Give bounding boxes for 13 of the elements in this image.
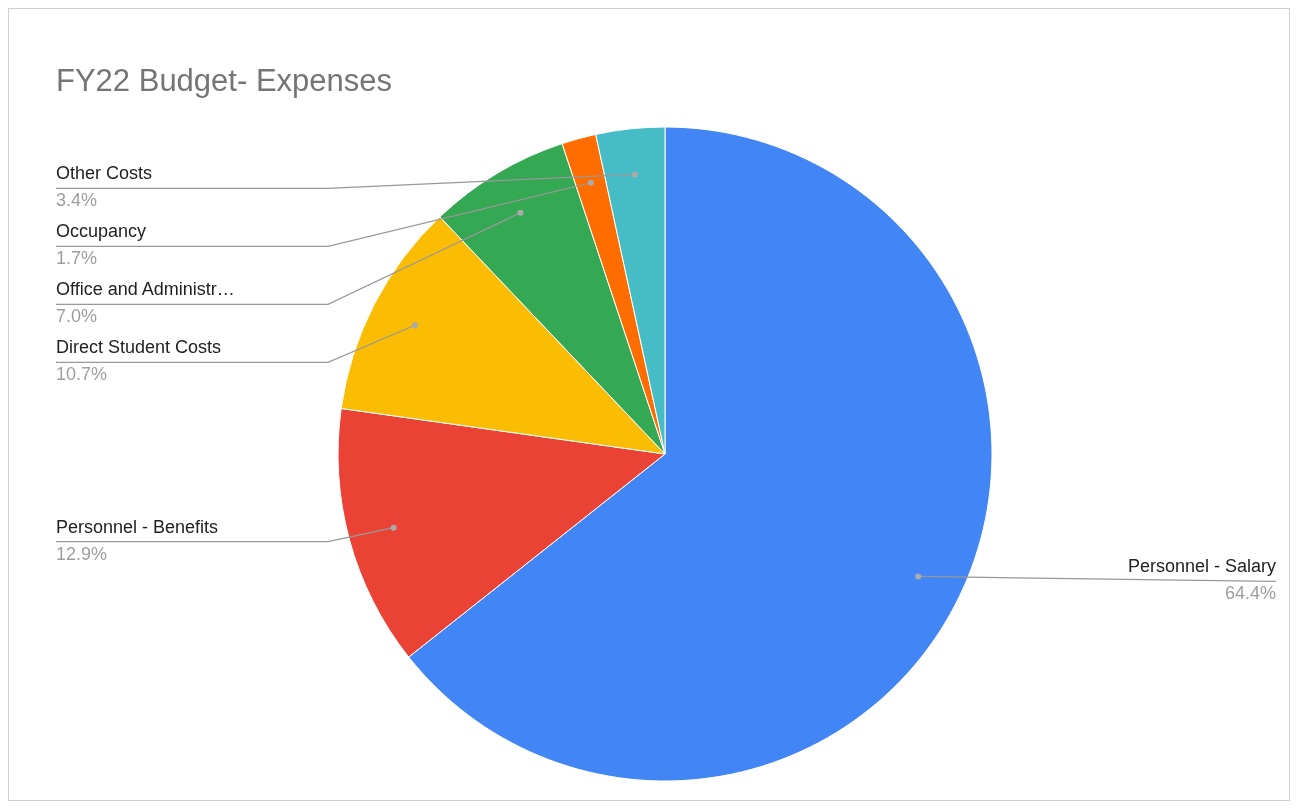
data-label: 64.4%: [1224, 583, 1276, 604]
data-label: 10.7%: [56, 364, 108, 385]
slice-label: Direct Student Costs: [56, 337, 222, 358]
slice-label: Personnel - Salary: [1127, 556, 1276, 577]
slice-label: Office and Administr…: [56, 279, 235, 300]
slice-label: Other Costs: [56, 163, 153, 184]
chart-title: FY22 Budget- Expenses: [56, 63, 393, 98]
data-label: 3.4%: [56, 190, 98, 211]
data-label: 1.7%: [56, 248, 98, 269]
slice-label: Personnel - Benefits: [56, 516, 219, 537]
data-label: 12.9%: [56, 543, 108, 564]
slice-label: Occupancy: [56, 221, 147, 242]
data-label: 7.0%: [56, 306, 98, 327]
